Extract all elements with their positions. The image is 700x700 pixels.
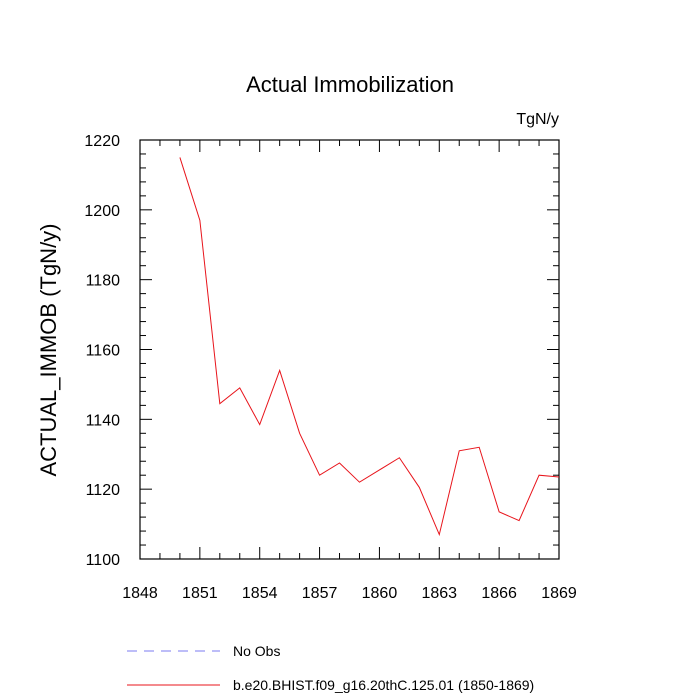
x-tick-label: 1854: [242, 585, 278, 602]
y-tick-label: 1140: [86, 412, 121, 429]
x-tick-label: 1869: [541, 585, 577, 602]
y-tick-label: 1100: [86, 552, 121, 569]
x-tick-label: 1863: [421, 585, 457, 602]
x-tick-label: 1866: [481, 585, 517, 602]
y-tick-label: 1120: [86, 482, 121, 499]
x-tick-label: 1851: [182, 585, 218, 602]
series-line-0: [179, 157, 560, 537]
y-tick-label: 1180: [86, 273, 121, 290]
plot-frame: [139, 139, 560, 560]
x-tick-label: 1857: [302, 585, 338, 602]
y-tick-label: 1160: [86, 343, 121, 360]
series-layer: [179, 157, 560, 537]
y-axis-label: ACTUAL_IMMOB (TgN/y): [36, 223, 61, 476]
units-label: TgN/y: [516, 111, 559, 128]
y-tick-label: 1200: [84, 203, 120, 220]
axis-ticks: [139, 139, 560, 560]
x-tick-label: 1848: [122, 585, 158, 602]
chart-title: Actual Immobilization: [246, 72, 454, 97]
x-tick-label: 1860: [362, 585, 398, 602]
y-tick-label: 1220: [84, 133, 120, 150]
legend-label-no-obs: No Obs: [233, 643, 280, 659]
axis-tick-labels: 1848 1851 1854 1857 1860 1863 1866 1869 1100 1120…: [84, 133, 576, 602]
legend: No Obs b.e20.BHIST.f09_g16.20thC.125.01 …: [127, 643, 534, 693]
legend-label-model: b.e20.BHIST.f09_g16.20thC.125.01 (1850-1…: [233, 677, 534, 693]
